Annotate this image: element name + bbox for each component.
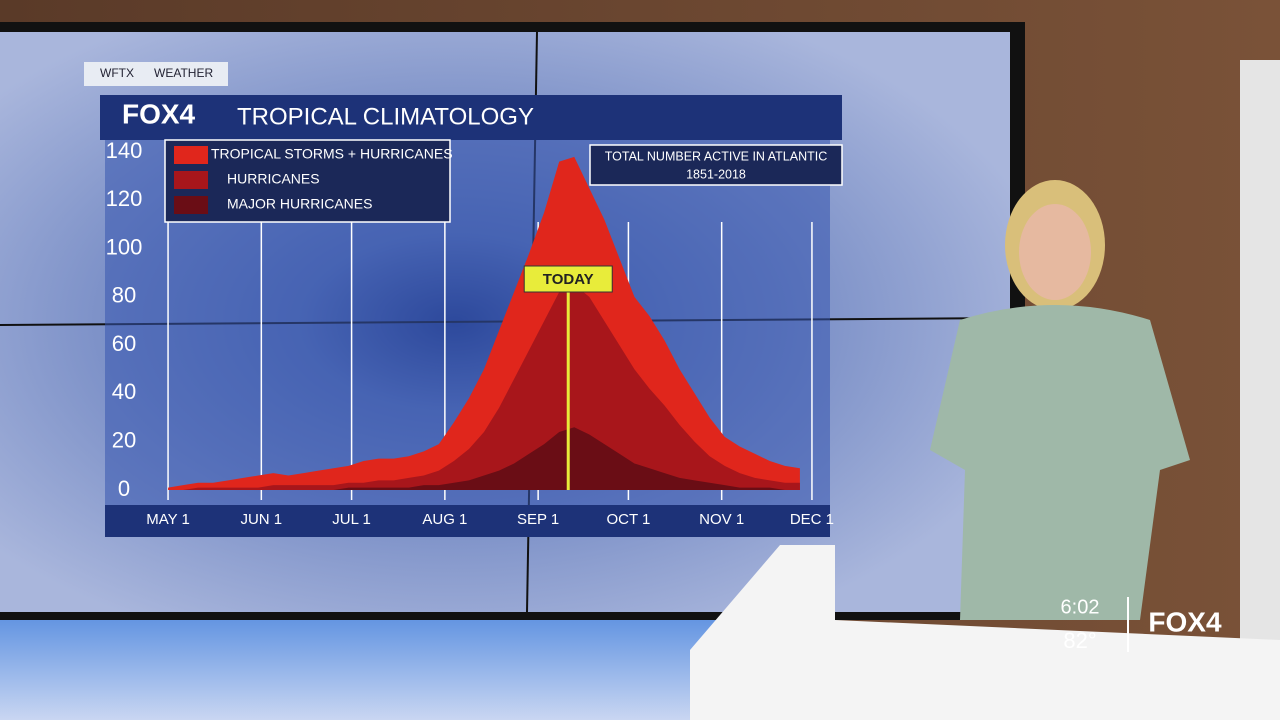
right-panel (1240, 60, 1280, 720)
clock: 6:02 (1061, 596, 1100, 618)
area (168, 427, 800, 490)
annotation-line: TOTAL NUMBER ACTIVE IN ATLANTIC (605, 149, 828, 163)
y-tick-label: 0 (118, 476, 130, 501)
x-tick-label: SEP 1 (517, 511, 559, 528)
station: WFTX (100, 66, 134, 80)
temperature: 82° (1063, 628, 1096, 653)
logo: FOX4 (122, 98, 196, 129)
y-tick-label: 80 (112, 283, 136, 308)
annotation-box (589, 144, 843, 186)
station-tag (84, 62, 228, 86)
x-tick-label: JUL 1 (332, 511, 371, 528)
chart-title: TROPICAL CLIMATOLOGY (237, 103, 534, 130)
legend-swatch (174, 171, 208, 189)
presenter-dress (930, 305, 1190, 620)
presenter-face (1019, 204, 1091, 300)
desk (690, 545, 1280, 720)
today-box (523, 265, 613, 293)
x-tick-label: AUG 1 (422, 511, 467, 528)
x-tick-label: DEC 1 (790, 511, 834, 528)
legend-label: HURRICANES (227, 171, 320, 187)
y-tick-label: 140 (106, 138, 143, 163)
legend-box (164, 139, 451, 223)
y-tick-label: 20 (112, 428, 136, 453)
annotation-line: 1851-2018 (686, 167, 746, 181)
x-tick-label: JUN 1 (240, 511, 282, 528)
legend-label: TROPICAL STORMS + HURRICANES (211, 146, 453, 162)
x-axis-band (105, 505, 830, 537)
x-tick-label: MAY 1 (146, 511, 190, 528)
legend-label: MAJOR HURRICANES (227, 196, 372, 212)
y-tick-label: 40 (112, 379, 136, 404)
plot: MAY 1 JUN 1 JUL 1 AUG 1 SEP 1 OCT 1 NOV 1 DEC 1… (106, 138, 843, 528)
y-tick-label: 60 (112, 331, 136, 356)
legend-swatch (174, 146, 208, 164)
y-tick-label: 120 (106, 186, 143, 211)
wave-panel (0, 610, 760, 720)
section: WEATHER (154, 66, 213, 80)
x-tick-label: NOV 1 (699, 511, 744, 528)
legend-swatch (174, 196, 208, 214)
y-tick-label: 100 (106, 234, 143, 259)
x-tick-label: OCT 1 (606, 511, 650, 528)
today-label: TODAY (543, 271, 594, 288)
area (168, 284, 800, 490)
bug-logo: FOX4 (1148, 606, 1222, 637)
title-bar (100, 95, 842, 140)
